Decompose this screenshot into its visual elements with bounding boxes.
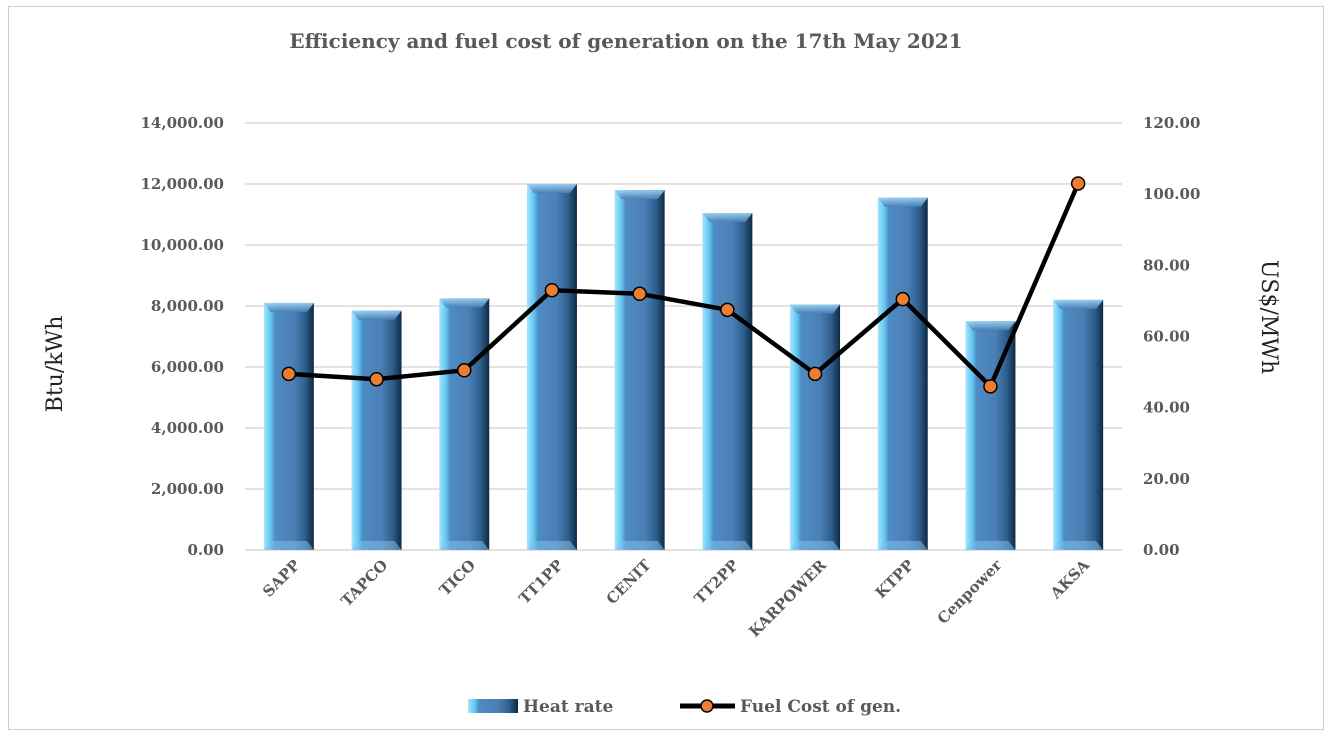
- bar: [965, 321, 1016, 550]
- legend-swatch-heat-rate: [468, 699, 518, 713]
- legend-item-heat-rate: Heat rate: [468, 697, 613, 717]
- bar: [263, 302, 314, 550]
- fuel-cost-point: [544, 282, 560, 298]
- category-label: CENIT: [603, 556, 655, 608]
- category-labels: SAPP TAPCO TICO TT1PP CENIT TT2PP KARPOWER KTPP…: [259, 555, 1093, 640]
- right-tick-label: 20.00: [1143, 470, 1190, 488]
- category-label: TICO: [436, 556, 479, 599]
- bar: [351, 310, 402, 550]
- left-axis-title: Btu/kWh: [43, 316, 68, 413]
- legend-item-fuel-cost: Fuel Cost of gen.: [680, 697, 901, 717]
- category-label: KTPP: [872, 556, 918, 602]
- right-axis-title: US$/MWh: [1256, 260, 1281, 374]
- bar: [1053, 299, 1104, 550]
- category-label: AKSA: [1046, 556, 1093, 603]
- left-tick-label: 14,000.00: [140, 114, 224, 132]
- left-axis-ticks: 0.00 2,000.00 4,000.00 6,000.00 8,000.00 10,0…: [140, 114, 224, 559]
- left-tick-label: 4,000.00: [151, 419, 224, 437]
- bar: [702, 212, 753, 550]
- right-axis-ticks: 0.00 20.00 40.00 60.00 80.00 100.00 120.00: [1143, 114, 1200, 559]
- legend-swatch-fuel-cost-marker: [700, 699, 714, 713]
- left-tick-label: 6,000.00: [151, 358, 224, 376]
- left-tick-label: 10,000.00: [140, 236, 224, 254]
- legend-label-heat-rate: Heat rate: [523, 697, 613, 717]
- bar: [877, 197, 928, 550]
- category-label: SAPP: [259, 556, 304, 601]
- fuel-cost-point: [281, 366, 297, 382]
- heat-rate-bars: [263, 184, 1104, 550]
- right-tick-label: 40.00: [1143, 399, 1190, 417]
- category-label: TAPCO: [337, 556, 391, 610]
- right-tick-label: 80.00: [1143, 256, 1190, 274]
- left-tick-label: 0.00: [187, 541, 224, 559]
- fuel-cost-point: [807, 366, 823, 382]
- category-label: Cenpower: [934, 555, 1006, 627]
- fuel-cost-point: [895, 291, 910, 307]
- legend: Heat rate Fuel Cost of gen.: [468, 697, 901, 717]
- fuel-cost-point: [1070, 176, 1086, 191]
- legend-label-fuel-cost: Fuel Cost of gen.: [740, 697, 901, 717]
- fuel-cost-point: [632, 286, 647, 302]
- fuel-cost-point: [457, 363, 472, 378]
- bar: [526, 184, 577, 550]
- right-tick-label: 120.00: [1143, 114, 1200, 132]
- right-tick-label: 0.00: [1143, 541, 1180, 559]
- left-tick-label: 12,000.00: [140, 175, 224, 193]
- left-tick-label: 2,000.00: [151, 480, 224, 498]
- bar: [614, 190, 665, 550]
- category-label: TT2PP: [691, 556, 742, 607]
- chart-frame: [8, 6, 1324, 730]
- right-tick-label: 60.00: [1143, 328, 1190, 346]
- fuel-cost-line: [281, 176, 1086, 394]
- fuel-cost-point: [720, 302, 735, 318]
- fuel-cost-point: [369, 371, 384, 387]
- bar: [439, 298, 490, 550]
- right-tick-label: 100.00: [1143, 185, 1200, 203]
- category-label: TT1PP: [515, 556, 566, 607]
- fuel-cost-series-line: [288, 182, 1081, 389]
- fuel-cost-point: [983, 379, 998, 394]
- bar: [790, 304, 841, 550]
- left-tick-label: 8,000.00: [151, 297, 224, 315]
- category-label: KARPOWER: [745, 556, 830, 641]
- chart-title: Efficiency and fuel cost of generation o…: [289, 29, 962, 53]
